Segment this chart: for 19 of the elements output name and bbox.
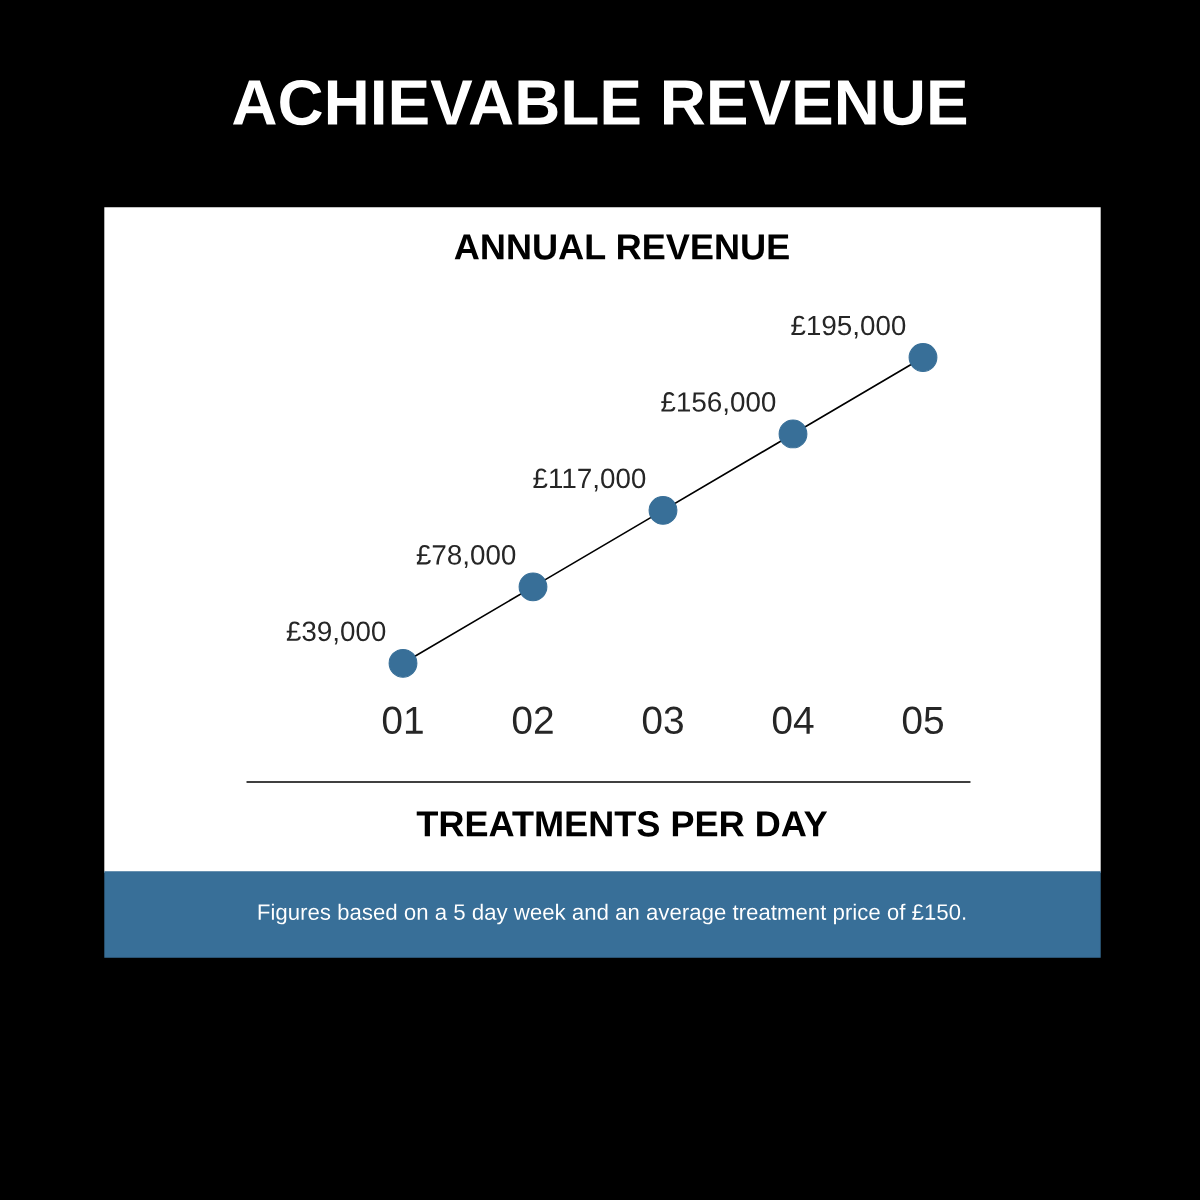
chart-title: ACHIEVABLE REVENUE <box>232 79 967 126</box>
x-tick-label: 04 <box>772 706 814 735</box>
data-label: £117,000 <box>533 468 646 492</box>
data-label: £195,000 <box>791 315 906 339</box>
x-tick-label: 05 <box>902 706 943 735</box>
data-label: £39,000 <box>286 621 386 645</box>
point <box>908 343 938 372</box>
data-label: £156,000 <box>661 392 776 416</box>
data-label: £78,000 <box>416 545 516 568</box>
point <box>388 648 418 678</box>
x-tick-label: 01 <box>382 706 423 735</box>
chart-subtitle: ANNUAL REVENUE <box>454 234 789 260</box>
x-axis-title: TREATMENTS PER DAY <box>416 811 828 837</box>
text: Figures based on a 5 day week and an average treatment price of £150. <box>258 903 966 925</box>
x-tick-label: 02 <box>512 706 553 735</box>
point <box>648 495 678 525</box>
point <box>518 572 548 602</box>
x-tick-label: 03 <box>642 706 683 735</box>
point <box>778 419 808 449</box>
